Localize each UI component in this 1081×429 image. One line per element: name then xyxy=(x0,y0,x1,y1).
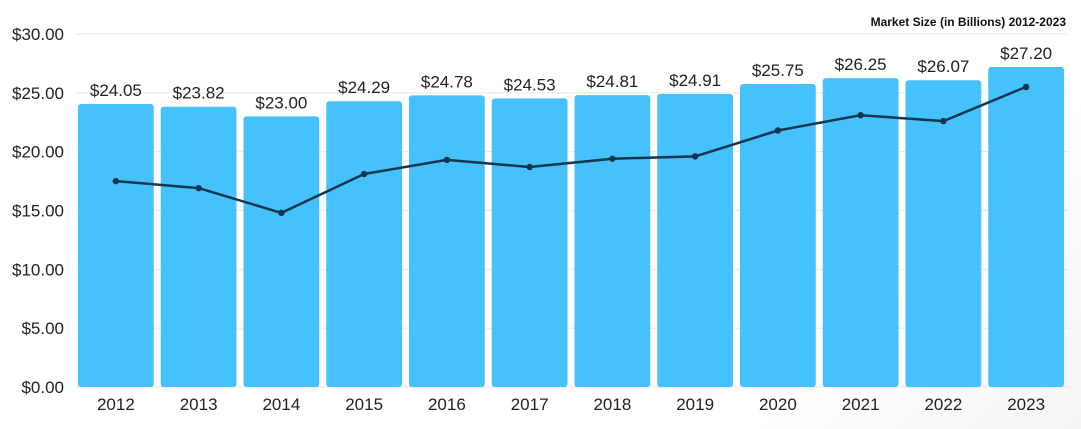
bar xyxy=(491,98,568,387)
bar-data-label: $27.20 xyxy=(1000,44,1052,63)
x-tick-label: 2014 xyxy=(262,395,300,414)
x-tick-label: 2023 xyxy=(1007,395,1045,414)
bar xyxy=(740,84,816,387)
trend-point xyxy=(774,127,782,134)
bar xyxy=(905,80,982,388)
axis-layer: $0.00 $5.00 $10.00 $15.00 $20.00 $25.00 $30.00… xyxy=(12,25,1045,414)
bar xyxy=(822,78,899,387)
x-tick-label: 2016 xyxy=(428,395,466,414)
line-layer xyxy=(112,83,1030,217)
x-tick-label: 2019 xyxy=(676,395,714,414)
y-tick-label: $15.00 xyxy=(12,202,64,221)
x-tick-label: 2022 xyxy=(924,395,962,414)
x-tick-label: 2015 xyxy=(345,395,383,414)
chart-title: Market Size (in Billions) 2012-2023 xyxy=(871,15,1067,29)
bar-data-label: $26.25 xyxy=(835,55,887,74)
y-tick-label: $20.00 xyxy=(12,143,64,162)
bar-data-label: $24.78 xyxy=(421,72,473,91)
x-tick-label: 2012 xyxy=(97,395,135,414)
bar xyxy=(657,93,733,387)
bar xyxy=(78,104,154,388)
bar-data-label: $23.82 xyxy=(173,84,225,103)
y-tick-label: $10.00 xyxy=(12,260,64,279)
x-tick-label: 2020 xyxy=(759,395,797,414)
label-layer: $24.05 $23.82 $23.00 $24.29 $24.78 $24.53 $24.… xyxy=(90,44,1052,112)
bar-data-label: $24.05 xyxy=(90,81,142,100)
y-tick-label: $5.00 xyxy=(21,319,64,338)
trend-point xyxy=(691,153,699,160)
trend-line xyxy=(115,85,1027,215)
trend-point xyxy=(940,117,947,125)
bar-data-label: $26.07 xyxy=(917,57,969,76)
trend-point xyxy=(526,163,533,171)
bar xyxy=(988,66,1064,388)
bar-data-label: $25.75 xyxy=(752,61,804,80)
bar xyxy=(160,106,237,387)
trend-point xyxy=(609,155,616,162)
y-tick-label: $25.00 xyxy=(12,84,64,103)
bar xyxy=(243,116,320,387)
trend-point xyxy=(112,177,120,185)
y-tick-label: $0.00 xyxy=(21,378,64,397)
bar xyxy=(326,101,402,387)
bar-data-label: $24.29 xyxy=(338,78,390,97)
y-tick-label: $30.00 xyxy=(12,25,64,44)
x-tick-label: 2013 xyxy=(180,395,218,414)
x-tick-label: 2018 xyxy=(593,395,631,414)
trend-point xyxy=(443,156,451,164)
bar-data-label: $24.53 xyxy=(504,75,556,94)
grid-layer xyxy=(76,33,1069,388)
trend-point xyxy=(195,184,202,192)
x-tick-label: 2021 xyxy=(842,395,880,414)
trend-point xyxy=(278,209,285,217)
x-tick-label: 2017 xyxy=(511,395,549,414)
trend-point xyxy=(360,170,368,178)
trend-point xyxy=(857,111,864,119)
bar xyxy=(574,95,651,387)
bar-data-label: $23.00 xyxy=(255,93,307,112)
bar-data-label: $24.91 xyxy=(669,71,721,90)
bar-data-label: $24.81 xyxy=(586,72,638,91)
trend-point xyxy=(1022,83,1030,91)
bar-layer xyxy=(78,66,1064,388)
bar xyxy=(409,95,485,387)
